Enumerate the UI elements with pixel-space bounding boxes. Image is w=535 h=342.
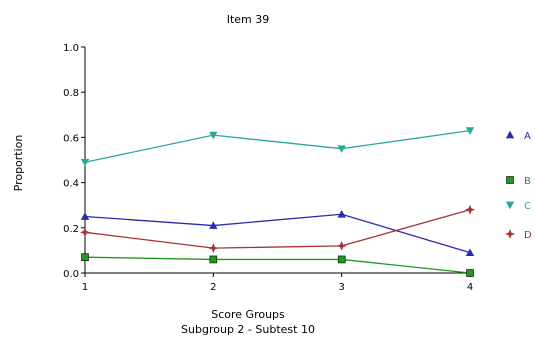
chart-title: Item 39 — [227, 13, 270, 26]
series-a — [80, 210, 475, 257]
data-point-b — [337, 255, 346, 264]
data-point-c — [209, 131, 218, 140]
data-point-a — [465, 248, 475, 257]
data-point-c — [465, 127, 475, 135]
series-c — [80, 127, 475, 167]
chart-subtitle: Subgroup 2 - Subtest 10 — [181, 323, 315, 336]
data-point-b — [209, 255, 218, 264]
legend: A B C D — [505, 130, 532, 241]
legend-label-c: C — [524, 201, 531, 212]
legend-label-b: B — [524, 176, 531, 187]
y-axis-label: Proportion — [12, 135, 25, 192]
data-point-a — [337, 210, 346, 218]
data-point-a — [209, 221, 218, 229]
y-tick-label: 1.0 — [63, 43, 79, 54]
legend-item-d: D — [505, 229, 532, 241]
legend-label-d: D — [524, 230, 532, 241]
data-point-a — [80, 212, 90, 220]
series-d — [80, 204, 475, 254]
data-point-d — [336, 240, 347, 251]
series-line-a — [84, 213, 471, 254]
data-point-d — [208, 243, 219, 254]
data-point-b — [466, 269, 474, 277]
legend-item-a: A — [505, 130, 531, 142]
series-layer — [80, 127, 475, 277]
data-point-c — [337, 145, 346, 153]
axes: 0.0 0.2 0.4 0.6 0.8 1.0 1 2 3 4 — [63, 43, 473, 293]
series-line-c — [84, 129, 471, 163]
x-tick-label: 3 — [338, 282, 344, 293]
legend-marker-a — [505, 130, 515, 139]
data-point-c — [80, 158, 90, 167]
legend-item-b: B — [506, 176, 531, 187]
legend-marker-d — [505, 229, 515, 239]
x-tick-label: 2 — [210, 282, 216, 293]
y-tick-label: 0.8 — [63, 88, 79, 99]
y-tick-label: 0.0 — [63, 269, 79, 280]
data-point-d — [80, 227, 90, 238]
series-line-b — [84, 256, 471, 274]
data-point-d — [465, 204, 475, 215]
x-tick-label: 1 — [82, 282, 88, 293]
series-line-d — [84, 209, 471, 249]
y-tick-label: 0.6 — [63, 133, 79, 144]
data-point-b — [81, 253, 89, 261]
series-b — [81, 253, 474, 277]
legend-marker-c — [505, 201, 515, 210]
legend-item-c: C — [505, 201, 531, 212]
x-axis-label: Score Groups — [211, 308, 285, 321]
y-tick-label: 0.4 — [63, 179, 79, 190]
legend-label-a: A — [524, 131, 531, 142]
y-tick-label: 0.2 — [63, 224, 79, 235]
legend-marker-b — [506, 176, 514, 184]
x-tick-label: 4 — [467, 282, 473, 293]
